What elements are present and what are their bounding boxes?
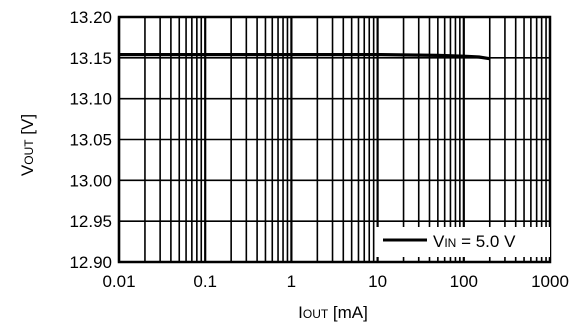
y-tick-label: 12.95: [69, 212, 112, 231]
x-tick-label: 1000: [531, 272, 569, 291]
legend-label-rest: = 5.0 V: [456, 232, 516, 251]
x-axis-label-sub: OUT: [303, 307, 329, 321]
x-axis-label-unit: [mA]: [328, 303, 368, 322]
legend: VIN = 5.0 V: [376, 227, 550, 257]
y-tick-label: 13.15: [69, 49, 112, 68]
y-axis-label-sub: OUT: [22, 139, 36, 165]
legend-label-sub: IN: [444, 236, 456, 250]
y-tick-label: 12.90: [69, 253, 112, 272]
series-layer: [119, 52, 490, 61]
y-tick-label: 13.00: [69, 171, 112, 190]
x-tick-label: 100: [450, 272, 478, 291]
series-line: [119, 52, 490, 61]
y-tick-label: 13.05: [69, 131, 112, 150]
x-axis-label-main: I: [298, 303, 303, 322]
legend-box: [376, 227, 550, 257]
y-tick-label: 13.10: [69, 90, 112, 109]
x-tick-label: 0.1: [193, 272, 217, 291]
x-tick-label: 0.01: [102, 272, 135, 291]
y-axis-label-unit: [V]: [18, 114, 37, 140]
tick-labels: 0.01 0.1 1 10 100 1000 12.90 12.95 13.00 13.05 13.…: [69, 8, 568, 291]
x-tick-label: 10: [368, 272, 387, 291]
y-axis-label: VOUT [V]: [18, 114, 37, 176]
legend-label-main: V: [433, 232, 445, 251]
x-axis-label: IOUT [mA]: [298, 303, 368, 322]
y-tick-label: 13.20: [69, 8, 112, 27]
legend-entry-label: VIN = 5.0 V: [433, 232, 516, 251]
plot-frame: [117, 15, 552, 264]
grid: [117, 16, 550, 263]
y-axis-label-main: V: [18, 164, 37, 176]
x-tick-label: 1: [287, 272, 296, 291]
